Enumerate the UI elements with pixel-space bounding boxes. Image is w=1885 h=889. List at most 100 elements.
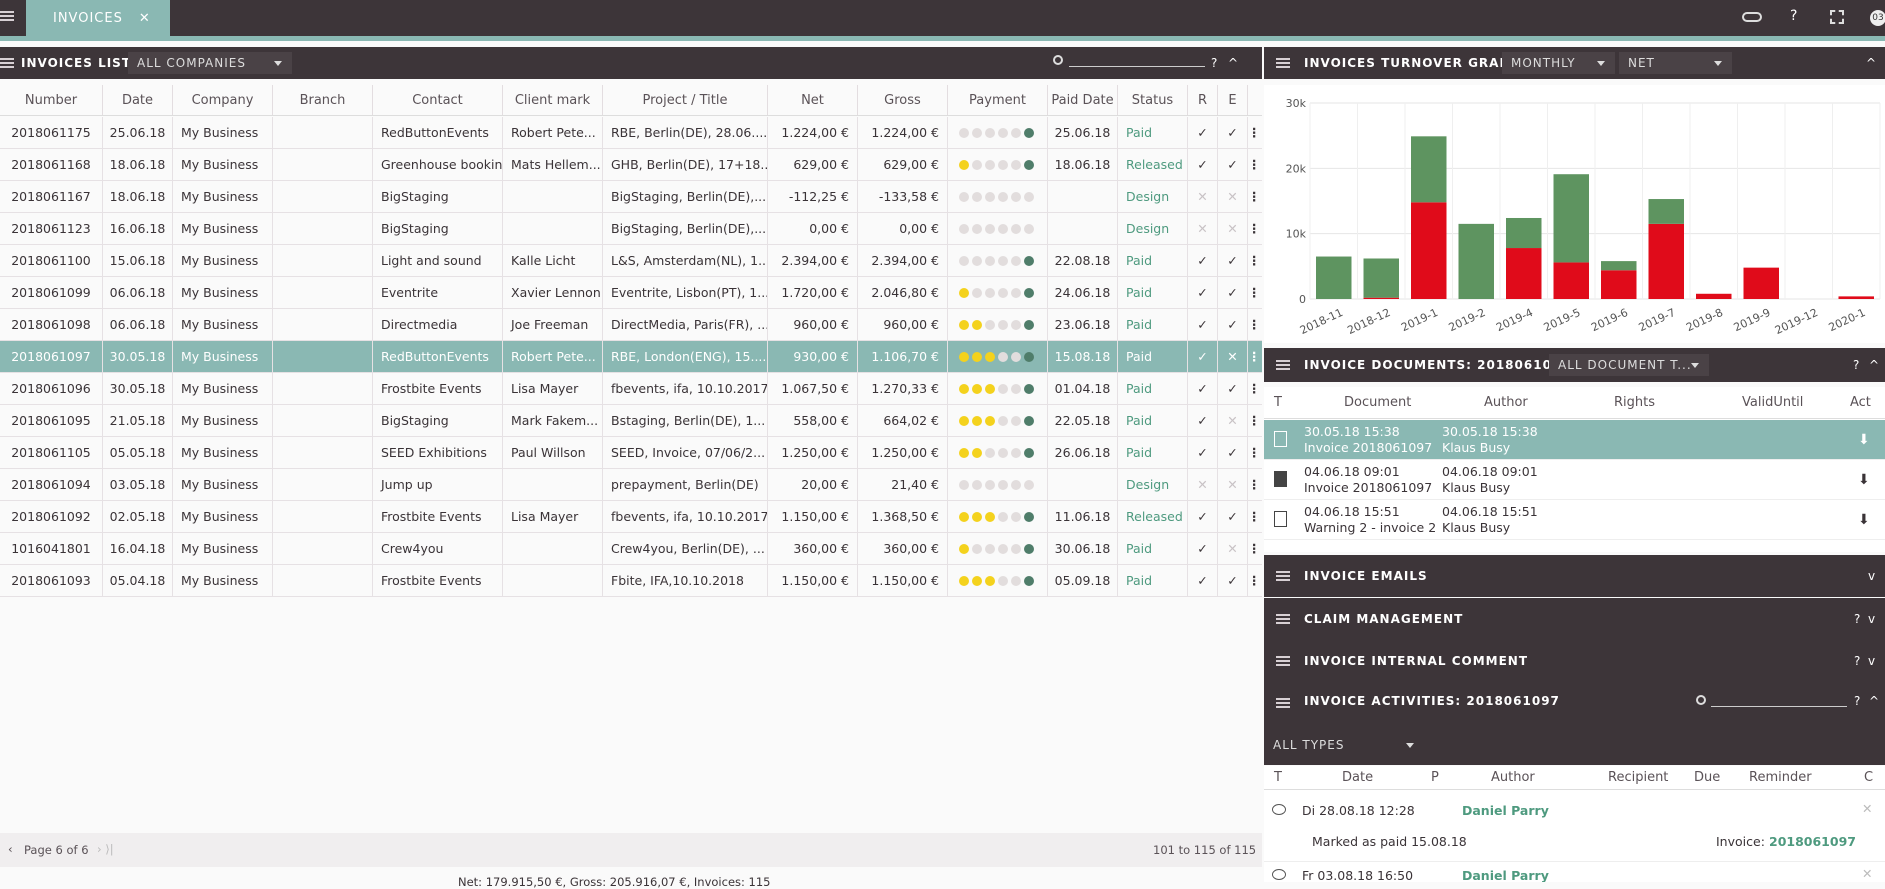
graph-menu-icon[interactable] bbox=[1276, 58, 1290, 68]
document-row[interactable]: 30.05.18 15:38 Invoice 2018061097 30.05.18… bbox=[1264, 420, 1885, 460]
cell-e[interactable]: ✕ bbox=[1218, 469, 1248, 500]
bar-red[interactable] bbox=[1743, 267, 1780, 299]
cell-r[interactable]: ✓ bbox=[1188, 149, 1218, 180]
col-e[interactable]: E bbox=[1218, 85, 1248, 115]
row-menu-icon[interactable]: ⋮ bbox=[1248, 189, 1261, 204]
table-row[interactable]: 2018061095 21.05.18 My Business BigStaging M… bbox=[0, 405, 1262, 437]
col-payment[interactable]: Payment bbox=[948, 85, 1048, 115]
act-col-author[interactable]: Author bbox=[1491, 770, 1535, 785]
cell-e[interactable]: ✓ bbox=[1218, 501, 1248, 532]
row-menu-icon[interactable]: ⋮ bbox=[1248, 221, 1261, 236]
table-row[interactable]: 2018061096 30.05.18 My Business Frostbite E… bbox=[0, 373, 1262, 405]
row-menu-icon[interactable]: ⋮ bbox=[1248, 125, 1261, 140]
table-row[interactable]: 2018061094 03.05.18 My Business Jump up prep… bbox=[0, 469, 1262, 501]
docs-col-t[interactable]: T bbox=[1274, 395, 1282, 410]
docs-col-act[interactable]: Act bbox=[1850, 395, 1871, 410]
col-contact[interactable]: Contact bbox=[373, 85, 503, 115]
bar-red[interactable] bbox=[1648, 223, 1685, 299]
bar-green[interactable] bbox=[1458, 223, 1495, 299]
cell-r[interactable]: ✕ bbox=[1188, 469, 1218, 500]
mode-filter[interactable]: NET bbox=[1619, 52, 1732, 74]
bar-green[interactable] bbox=[1411, 136, 1447, 203]
claim-expand-icon[interactable]: v bbox=[1868, 612, 1877, 626]
activities-help[interactable]: ? bbox=[1854, 694, 1862, 708]
table-row[interactable]: 2018061097 30.05.18 My Business RedButtonEv… bbox=[0, 341, 1262, 373]
activity-author[interactable]: Daniel Parry bbox=[1462, 868, 1549, 882]
table-row[interactable]: 2018061100 15.06.18 My Business Light and s… bbox=[0, 245, 1262, 277]
table-row[interactable]: 2018061092 02.05.18 My Business Frostbite E… bbox=[0, 501, 1262, 533]
docs-menu-icon[interactable] bbox=[1276, 360, 1290, 370]
bar-green[interactable] bbox=[1363, 258, 1400, 298]
cell-e[interactable]: ✓ bbox=[1218, 245, 1248, 276]
table-row[interactable]: 2018061099 06.06.18 My Business Eventrite Xa… bbox=[0, 277, 1262, 309]
docs-col-document[interactable]: Document bbox=[1344, 395, 1412, 410]
table-row[interactable]: 2018061168 18.06.18 My Business Greenhouse … bbox=[0, 149, 1262, 181]
period-filter[interactable]: MONTHLY bbox=[1502, 52, 1615, 74]
cell-e[interactable]: ✓ bbox=[1218, 565, 1248, 596]
col-status[interactable]: Status bbox=[1118, 85, 1188, 115]
cell-r[interactable]: ✓ bbox=[1188, 277, 1218, 308]
activity-author[interactable]: Daniel Parry bbox=[1462, 803, 1549, 818]
act-col-date[interactable]: Date bbox=[1342, 770, 1374, 785]
row-menu-icon[interactable]: ⋮ bbox=[1248, 413, 1261, 428]
table-row[interactable]: 2018061098 06.06.18 My Business Directmedia… bbox=[0, 309, 1262, 341]
act-col-recipient[interactable]: Recipient bbox=[1608, 770, 1669, 785]
main-menu-icon[interactable] bbox=[0, 11, 14, 21]
next-page-icon[interactable]: › ⟩| bbox=[97, 842, 114, 856]
cell-r[interactable]: ✓ bbox=[1188, 437, 1218, 468]
table-row[interactable]: 2018061093 05.04.18 My Business Frostbite E… bbox=[0, 565, 1262, 597]
cell-r[interactable]: ✓ bbox=[1188, 501, 1218, 532]
cell-r[interactable]: ✓ bbox=[1188, 565, 1218, 596]
bar-green[interactable] bbox=[1506, 217, 1542, 249]
col-branch[interactable]: Branch bbox=[273, 85, 373, 115]
bar-green[interactable] bbox=[1601, 261, 1637, 271]
table-row[interactable]: 2018061105 05.05.18 My Business SEED Exhibi… bbox=[0, 437, 1262, 469]
cell-r[interactable]: ✓ bbox=[1188, 341, 1218, 372]
section-claim-management[interactable]: CLAIM MANAGEMENT ? v bbox=[1264, 598, 1885, 640]
emails-expand-icon[interactable]: v bbox=[1868, 569, 1877, 583]
bar-red[interactable] bbox=[1553, 262, 1590, 299]
activity-invoice-link[interactable]: 2018061097 bbox=[1769, 834, 1856, 849]
row-menu-icon[interactable]: ⋮ bbox=[1248, 157, 1261, 172]
download-icon[interactable]: ⬇ bbox=[1858, 472, 1870, 488]
fullscreen-icon[interactable] bbox=[1830, 10, 1844, 24]
row-menu-icon[interactable]: ⋮ bbox=[1248, 477, 1261, 492]
col-project[interactable]: Project / Title bbox=[603, 85, 768, 115]
act-col-reminder[interactable]: Reminder bbox=[1749, 770, 1812, 785]
claim-menu-icon[interactable] bbox=[1276, 614, 1290, 624]
col-r[interactable]: R bbox=[1188, 85, 1218, 115]
row-menu-icon[interactable]: ⋮ bbox=[1248, 381, 1261, 396]
download-icon[interactable]: ⬇ bbox=[1858, 432, 1870, 448]
row-menu-icon[interactable]: ⋮ bbox=[1248, 541, 1261, 556]
list-help[interactable]: ? bbox=[1211, 56, 1219, 70]
search-icon[interactable] bbox=[1053, 55, 1063, 65]
bar-red[interactable] bbox=[1696, 293, 1732, 299]
bar-red[interactable] bbox=[1601, 270, 1637, 299]
col-paid-date[interactable]: Paid Date bbox=[1048, 85, 1118, 115]
col-number[interactable]: Number bbox=[0, 85, 103, 115]
bar-green[interactable] bbox=[1316, 256, 1352, 299]
list-search-input[interactable] bbox=[1069, 66, 1205, 67]
docs-help[interactable]: ? bbox=[1853, 358, 1861, 372]
graph-collapse-icon[interactable]: ^ bbox=[1866, 56, 1878, 70]
cell-r[interactable]: ✓ bbox=[1188, 405, 1218, 436]
bar-green[interactable] bbox=[1553, 174, 1590, 263]
act-col-c[interactable]: C bbox=[1864, 770, 1874, 785]
list-collapse-icon[interactable]: ^ bbox=[1228, 56, 1240, 70]
docs-collapse-icon[interactable]: ^ bbox=[1869, 358, 1881, 372]
activities-search-input[interactable] bbox=[1711, 706, 1847, 707]
cell-r[interactable]: ✓ bbox=[1188, 373, 1218, 404]
cell-e[interactable]: ✓ bbox=[1218, 437, 1248, 468]
comment-expand-icon[interactable]: v bbox=[1868, 654, 1877, 668]
activity-row[interactable]: Di 28.08.18 12:28 Daniel Parry ✕ Marked … bbox=[1264, 797, 1885, 861]
document-row[interactable]: 04.06.18 09:01 Invoice 2018061097 04.06.18… bbox=[1264, 460, 1885, 500]
activities-menu-icon[interactable] bbox=[1276, 698, 1290, 708]
row-menu-icon[interactable]: ⋮ bbox=[1248, 509, 1261, 524]
activities-collapse-icon[interactable]: ^ bbox=[1869, 694, 1881, 708]
doc-name[interactable]: Invoice 2018061097 bbox=[1304, 440, 1433, 455]
col-client-mark[interactable]: Client mark bbox=[503, 85, 603, 115]
document-row[interactable]: 04.06.18 15:51 Warning 2 - invoice 2 04.06… bbox=[1264, 500, 1885, 540]
activity-delete-icon[interactable]: ✕ bbox=[1862, 866, 1873, 881]
activity-row[interactable]: Fr 03.08.18 16:50 Daniel Parry ✕ bbox=[1264, 861, 1885, 882]
user-avatar[interactable]: 03 bbox=[1870, 10, 1885, 26]
